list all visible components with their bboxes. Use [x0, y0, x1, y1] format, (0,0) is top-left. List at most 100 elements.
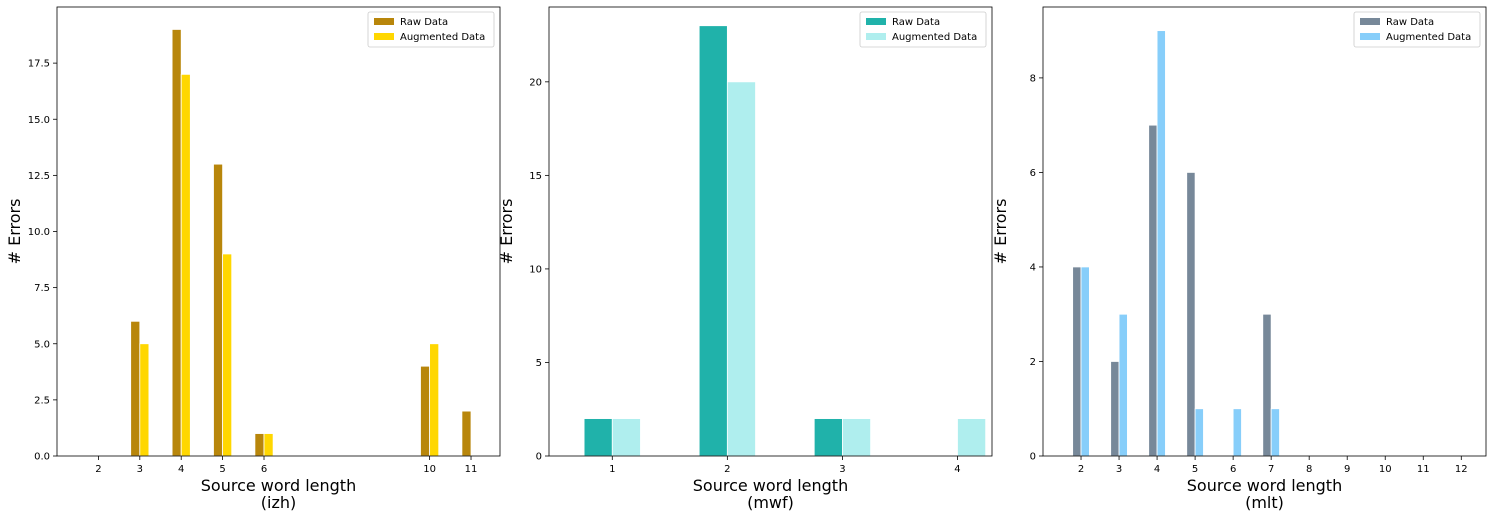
bar-raw-data-6 [254, 433, 265, 457]
x-tick-label: 9 [1344, 464, 1350, 475]
legend-swatch [374, 33, 394, 40]
chart-panel-2: 1 2 3 4 0 5 10 15 20 Source word length(mwf) # Err… [497, 6, 993, 512]
y-axis-title: # Errors [991, 199, 1010, 265]
bar-raw-data-2 [1072, 266, 1082, 457]
x-tick-label: 3 [1116, 464, 1122, 475]
y-axis-title: # Errors [497, 199, 516, 265]
x-axis-title: Source word length [693, 476, 848, 495]
x-tick-label: 2 [724, 464, 730, 475]
legend-swatch [1360, 33, 1380, 40]
legend-label: Raw Data [892, 17, 940, 28]
x-tick-label: 6 [261, 464, 267, 475]
legend-swatch [866, 18, 886, 25]
legend-box [367, 11, 495, 48]
legend-swatch [1360, 18, 1380, 25]
bar-augmented-data-4 [180, 73, 191, 457]
bar-raw-data-3 [130, 320, 141, 457]
legend-box [859, 11, 987, 48]
y-tick-label: 7.5 [34, 283, 50, 294]
legend: Raw Data Augmented Data [859, 11, 987, 48]
legend: Raw Data Augmented Data [367, 11, 495, 48]
y-tick-label: 0.0 [34, 452, 50, 463]
y-tick-label: 0 [1030, 452, 1036, 463]
y-tick-label: 5 [536, 358, 542, 369]
bar-raw-data-5 [1186, 172, 1196, 457]
bar-augmented-data-10 [429, 343, 440, 457]
y-tick-label: 10.0 [28, 227, 50, 238]
legend: Raw Data Augmented Data [1353, 11, 1481, 48]
x-tick-label: 10 [1379, 464, 1392, 475]
y-tick-label: 2.5 [34, 395, 50, 406]
x-axis-title: Source word length [201, 476, 356, 495]
plot-frame [548, 6, 993, 457]
bar-augmented-data-6 [263, 433, 274, 457]
bar-raw-data-10 [420, 365, 431, 457]
x-tick-label: 4 [178, 464, 184, 475]
y-tick-label: 12.5 [28, 171, 50, 182]
x-tick-label: 3 [137, 464, 143, 475]
bar-augmented-data-7 [1270, 408, 1280, 457]
bar-augmented-data-2 [1080, 266, 1090, 457]
x-tick-label: 11 [1417, 464, 1430, 475]
x-tick-label: 7 [1268, 464, 1274, 475]
legend-label: Augmented Data [1386, 32, 1471, 43]
legend-label: Raw Data [400, 17, 448, 28]
legend-label: Augmented Data [400, 32, 485, 43]
x-tick-label: 12 [1455, 464, 1468, 475]
legend-swatch [866, 33, 886, 40]
bar-augmented-data-4 [957, 418, 987, 457]
x-tick-label: 2 [1078, 464, 1084, 475]
bar-augmented-data-4 [1156, 30, 1166, 457]
legend-label: Raw Data [1386, 17, 1434, 28]
x-tick-label: 5 [219, 464, 225, 475]
x-tick-label: 10 [423, 464, 436, 475]
x-axis-title: Source word length [1187, 476, 1342, 495]
bar-raw-data-3 [813, 418, 843, 457]
x-tick-label: 6 [1230, 464, 1236, 475]
bar-raw-data-2 [698, 25, 728, 457]
y-tick-label: 20 [529, 77, 542, 88]
y-tick-label: 15.0 [28, 115, 50, 126]
bar-raw-data-1 [583, 418, 613, 457]
bar-augmented-data-5 [1194, 408, 1204, 457]
bar-raw-data-5 [213, 163, 224, 457]
y-tick-label: 8 [1030, 73, 1036, 84]
legend-swatch [374, 18, 394, 25]
y-axis-title: # Errors [5, 199, 24, 265]
y-tick-label: 15 [529, 171, 542, 182]
bar-augmented-data-3 [1118, 313, 1128, 457]
bar-augmented-data-3 [842, 418, 872, 457]
bar-augmented-data-3 [139, 343, 150, 457]
plot-frame [1042, 6, 1487, 457]
legend-label: Augmented Data [892, 32, 977, 43]
x-tick-label: 8 [1306, 464, 1312, 475]
x-axis-title: (mwf) [747, 493, 794, 512]
x-axis-title: (mlt) [1245, 493, 1284, 512]
bar-augmented-data-5 [222, 253, 233, 457]
y-tick-label: 2 [1030, 357, 1036, 368]
x-tick-label: 4 [1154, 464, 1160, 475]
y-tick-label: 4 [1030, 262, 1036, 273]
chart-panel-1: 2 3 4 5 6 10 11 0.0 2.5 5.0 7.5 10.0 12.5 15.0 17.5 Sou… [5, 6, 501, 512]
y-tick-label: 17.5 [28, 59, 50, 70]
bar-raw-data-7 [1262, 313, 1272, 457]
x-axis-title: (izh) [261, 493, 296, 512]
legend-box [1353, 11, 1481, 48]
bar-augmented-data-1 [611, 418, 641, 457]
x-tick-label: 5 [1192, 464, 1198, 475]
y-tick-label: 0 [536, 452, 542, 463]
bar-augmented-data-6 [1232, 408, 1242, 457]
bar-raw-data-4 [1148, 124, 1158, 457]
bar-augmented-data-2 [726, 81, 756, 457]
bar-raw-data-11 [461, 410, 472, 457]
x-tick-label: 1 [609, 464, 615, 475]
y-tick-label: 10 [529, 264, 542, 275]
x-tick-label: 2 [95, 464, 101, 475]
x-tick-label: 4 [954, 464, 960, 475]
x-tick-label: 11 [465, 464, 478, 475]
bar-raw-data-4 [171, 29, 182, 457]
y-tick-label: 5.0 [34, 339, 50, 350]
x-tick-label: 3 [839, 464, 845, 475]
